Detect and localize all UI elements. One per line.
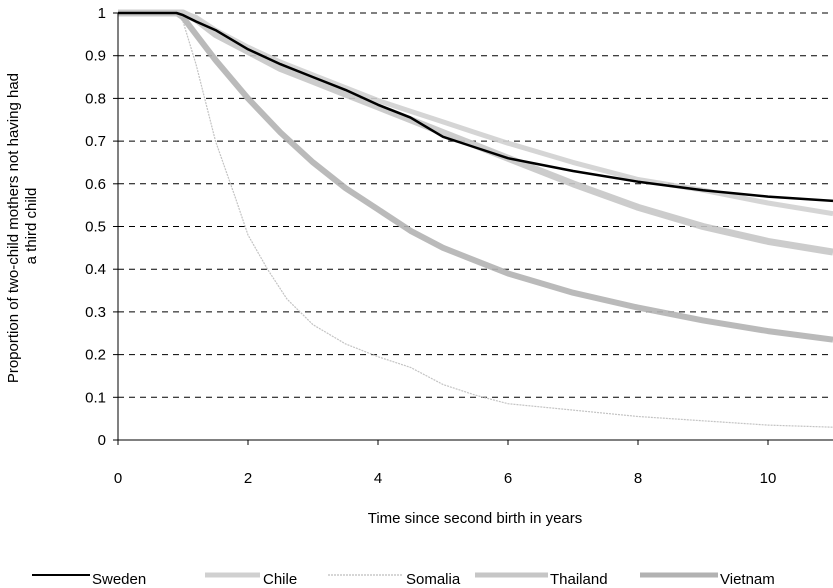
y-tick-label: 0.4	[85, 261, 106, 278]
x-tick-label: 8	[634, 470, 642, 487]
x-tick-label: 2	[244, 470, 252, 487]
x-tick-label: 0	[114, 470, 122, 487]
series-line-vietnam	[118, 10, 833, 343]
legend-label-somalia: Somalia	[406, 571, 461, 588]
legend-label-vietnam: Vietnam	[720, 571, 775, 588]
y-tick-label: 0.3	[85, 304, 106, 321]
legend-label-thailand: Thailand	[550, 571, 608, 588]
y-axis-title-line-1: Proportion of two-child mothers not havi…	[5, 73, 22, 383]
series-line-thailand	[118, 9, 833, 256]
y-tick-label: 0.6	[85, 176, 106, 193]
series-line-sweden	[118, 11, 833, 203]
y-axis-title-line-2: a third child	[23, 188, 40, 265]
x-tick-labels: 0 2 4 6 8 10	[114, 440, 777, 487]
legend-label-chile: Chile	[263, 571, 297, 588]
x-tick-label: 6	[504, 470, 512, 487]
legend-label-sweden: Sweden	[92, 571, 146, 588]
x-tick-label: 4	[374, 470, 382, 487]
y-tick-label: 0.5	[85, 219, 106, 236]
series-lines	[118, 9, 833, 428]
y-tick-label: 0.7	[85, 133, 106, 150]
y-axis-title: Proportion of two-child mothers not havi…	[5, 69, 40, 383]
y-tick-label: 0	[98, 432, 106, 449]
legend: Sweden Chile Somalia Thailand Vietnam	[32, 571, 775, 588]
y-tick-label: 1	[98, 5, 106, 22]
x-tick-label: 10	[760, 470, 777, 487]
y-tick-label: 0.9	[85, 48, 106, 65]
y-tick-label: 0.2	[85, 347, 106, 364]
y-tick-labels: 0 0.1 0.2 0.3 0.4 0.5 0.6 0.7 0.8 0.9 1	[85, 5, 118, 449]
y-tick-label: 0.8	[85, 90, 106, 107]
series-line-somalia	[118, 12, 833, 428]
y-tick-label: 0.1	[85, 389, 106, 406]
x-axis-title: Time since second birth in years	[368, 510, 583, 527]
